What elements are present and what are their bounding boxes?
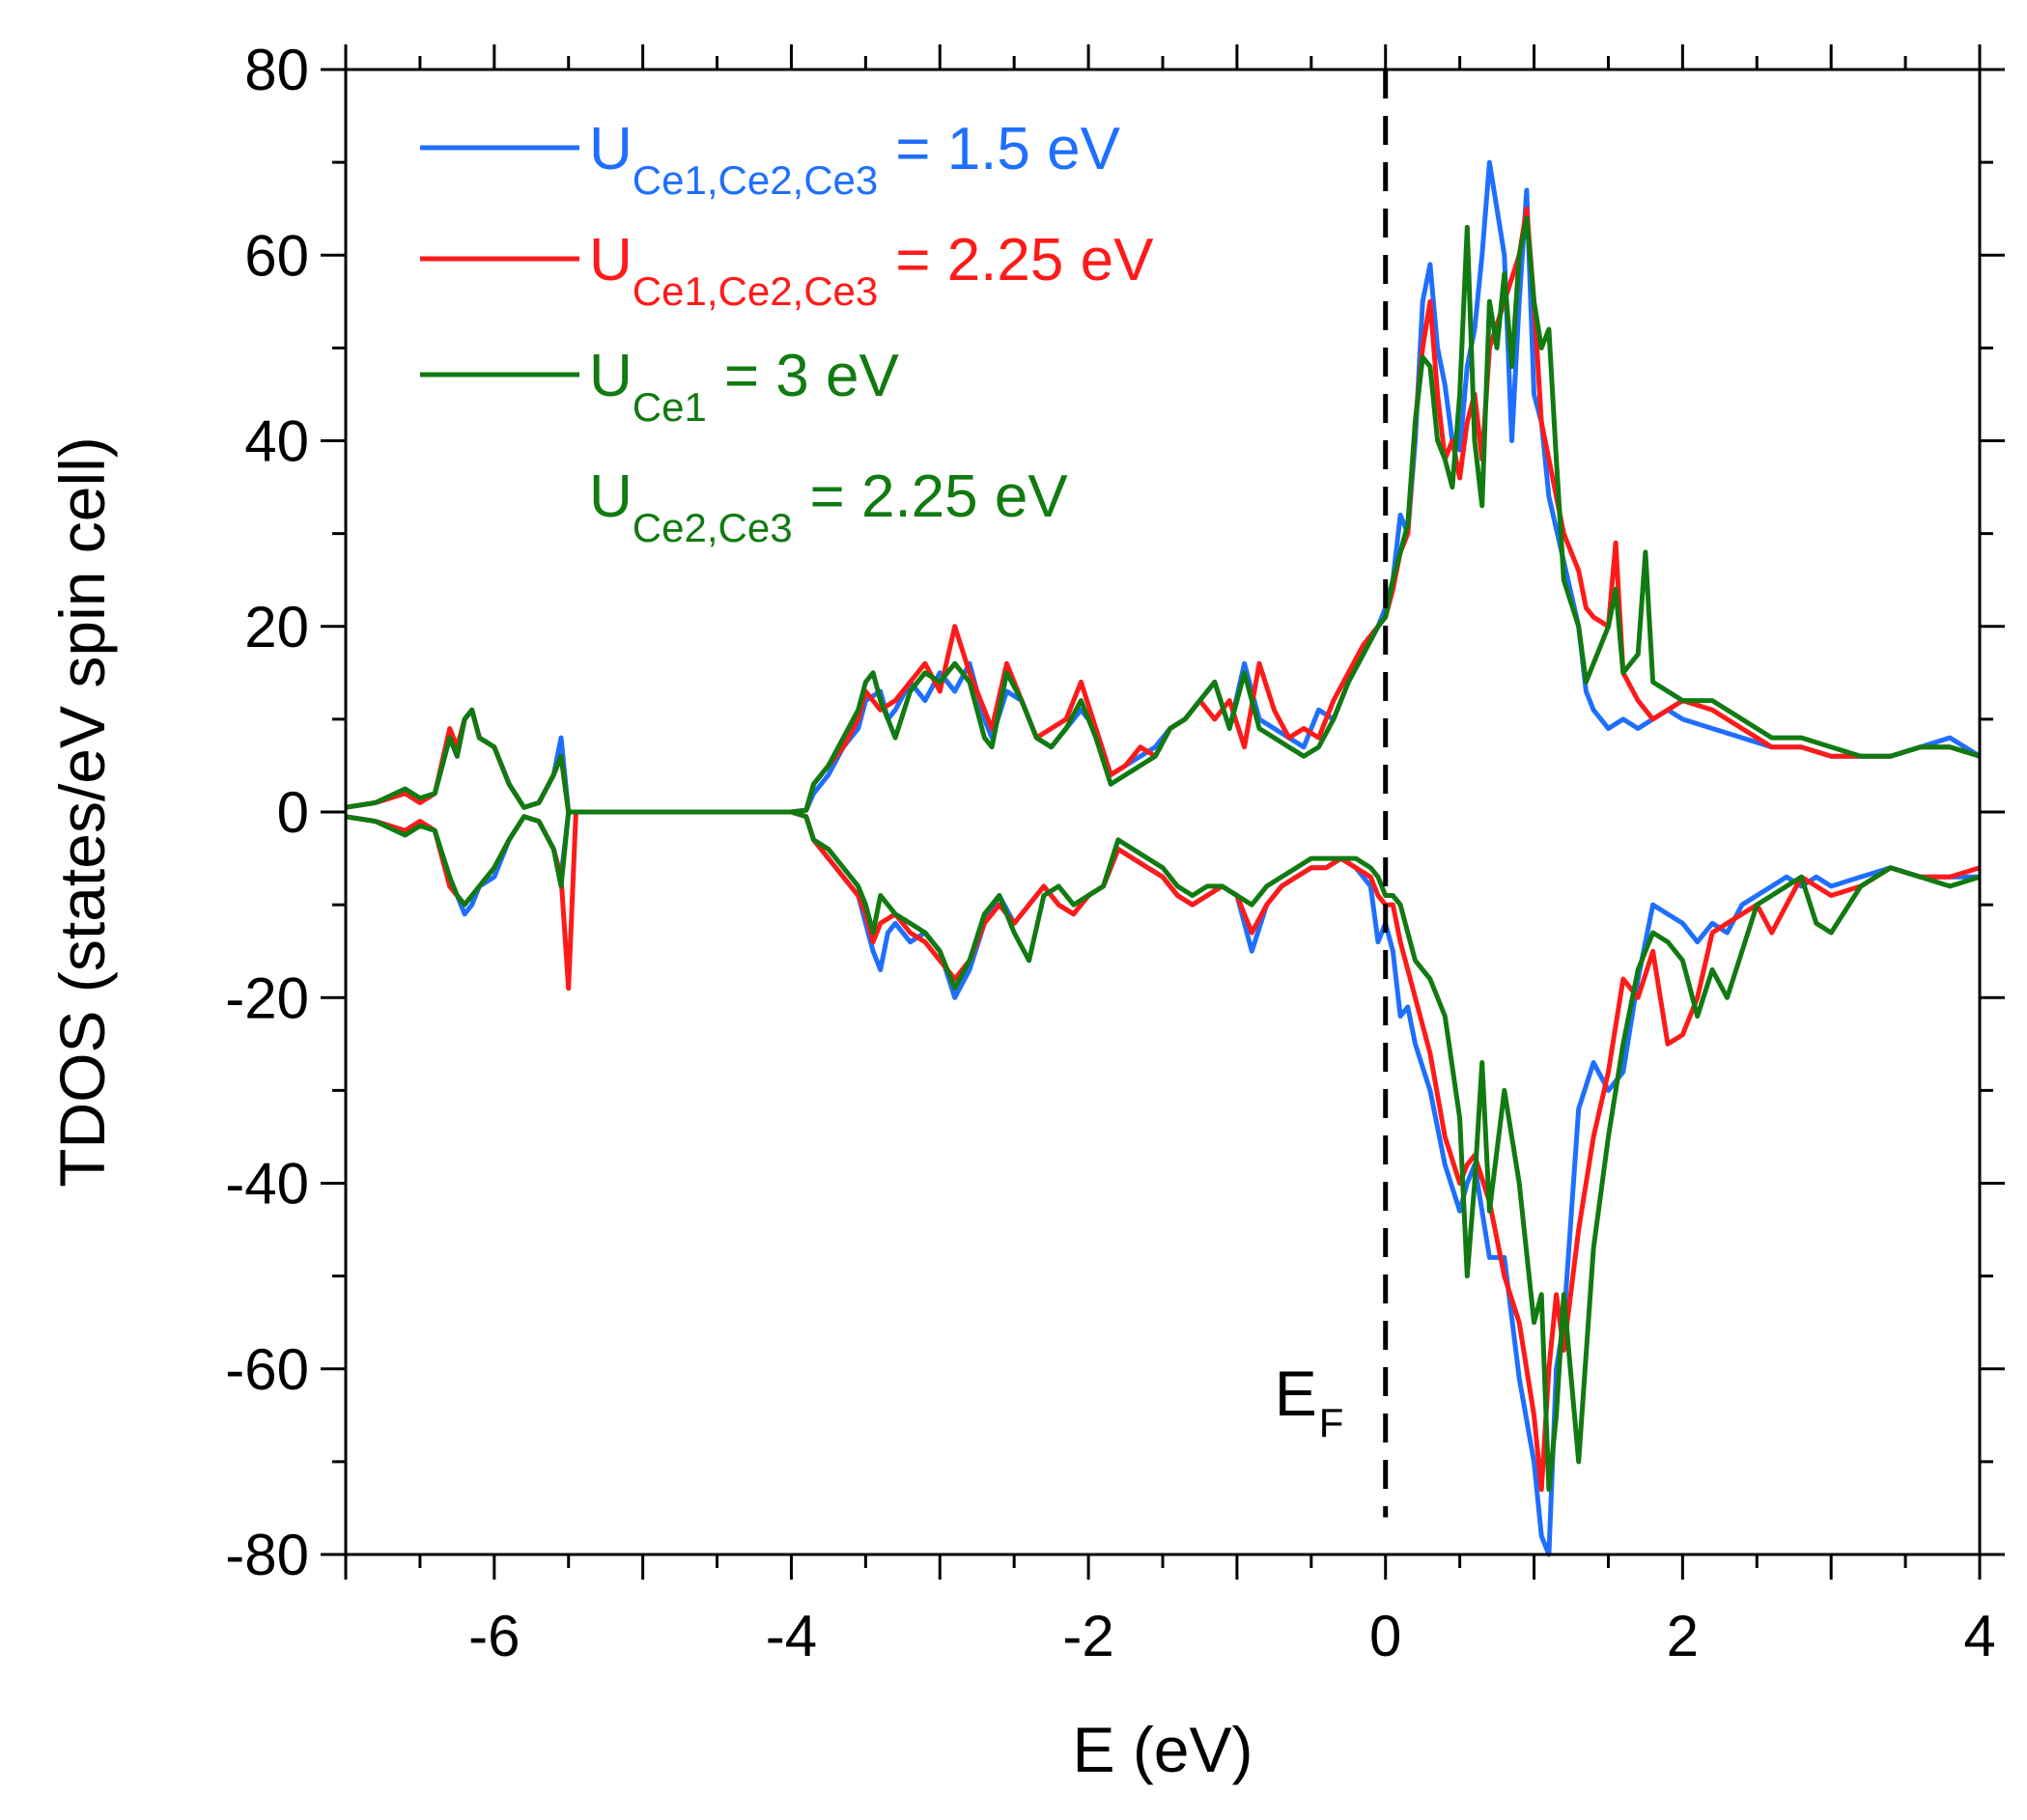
- y-tick-label: 60: [244, 223, 309, 288]
- legend-u15-suffix: = 1.5 eV: [895, 116, 1120, 182]
- x-tick-label: -6: [468, 1604, 520, 1668]
- legend-u3-name: U: [589, 343, 633, 409]
- x-tick-label: -4: [766, 1604, 817, 1668]
- legend-entry-u15: UCe1,Ce2,Ce3 = 1.5 eV: [589, 116, 1121, 203]
- legend-u3-sub: Ce1: [633, 384, 707, 430]
- x-tick-label: 0: [1369, 1604, 1401, 1668]
- x-tick-label: 2: [1667, 1604, 1699, 1668]
- y-axis-title: TDOS (states/eV spin cell): [46, 436, 118, 1188]
- fermi-label-main: E: [1275, 1358, 1317, 1429]
- legend-u15-name: U: [589, 116, 633, 182]
- legend-u3-extra-suffix: = 2.25 eV: [810, 463, 1069, 530]
- x-axis-title: E (eV): [1072, 1714, 1253, 1785]
- legend-u225-name: U: [589, 227, 633, 294]
- fermi-level-label: EF: [1275, 1358, 1344, 1445]
- plot-lines: [345, 159, 1982, 1557]
- legend-u3-extra-name: U: [589, 463, 633, 530]
- legend-u225-sub: Ce1,Ce2,Ce3: [633, 268, 878, 314]
- legend-entry-u3-extra: UCe2,Ce3 = 2.25 eV: [589, 463, 1068, 550]
- x-tick-label: -2: [1062, 1604, 1113, 1668]
- y-tick-label: 80: [244, 38, 309, 102]
- legend: UCe1,Ce2,Ce3 = 1.5 eV UCe1,Ce2,Ce3 = 2.25 …: [420, 116, 1154, 550]
- series-2-spin-down: [345, 809, 1981, 1493]
- y-tick-label: -20: [225, 966, 309, 1030]
- x-tick-label: 4: [1963, 1604, 1995, 1668]
- y-tick-label: 40: [244, 409, 309, 474]
- legend-entry-u225: UCe1,Ce2,Ce3 = 2.25 eV: [589, 227, 1154, 314]
- y-tick-label: -80: [225, 1523, 309, 1587]
- legend-u3-extra-sub: Ce2,Ce3: [633, 505, 793, 550]
- legend-u3-suffix: = 3 eV: [724, 343, 900, 409]
- legend-entry-u3: UCe1 = 3 eV: [589, 343, 899, 430]
- y-tick-label: -60: [225, 1337, 309, 1402]
- x-tick-labels: -6 -4 -2 0 2 4: [468, 1604, 1996, 1668]
- y-tick-labels: -80 -60 -40 -20 0 20 40 60 80: [225, 38, 309, 1587]
- legend-u15-sub: Ce1,Ce2,Ce3: [633, 157, 878, 203]
- fermi-label-sub: F: [1319, 1400, 1344, 1445]
- axis-ticks: [321, 44, 2005, 1580]
- legend-u225-suffix: = 2.25 eV: [895, 227, 1154, 294]
- y-tick-label: -40: [225, 1152, 309, 1217]
- y-tick-label: 20: [244, 595, 309, 659]
- y-tick-label: 0: [277, 780, 309, 845]
